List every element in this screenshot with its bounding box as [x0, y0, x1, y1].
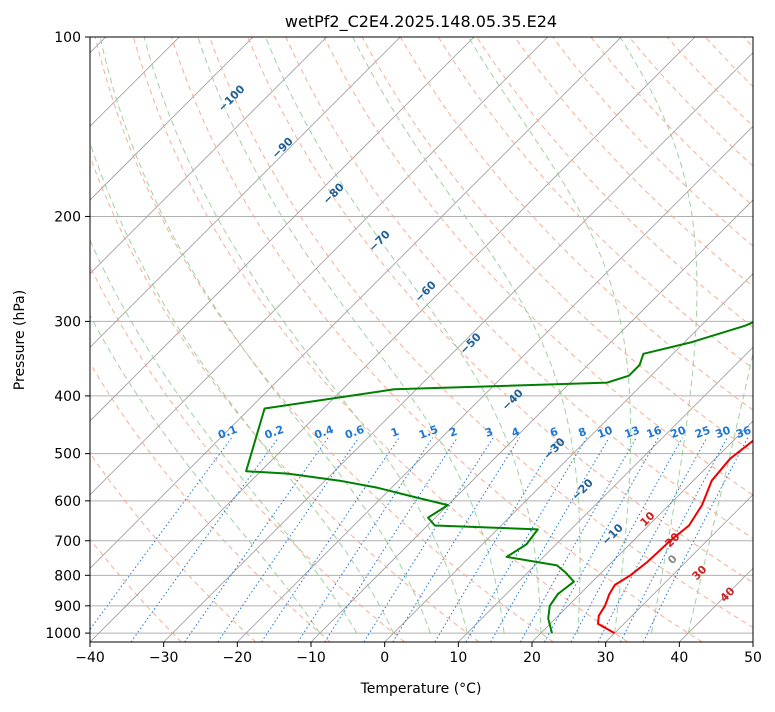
y-axis-label: Pressure (hPa) — [12, 290, 28, 390]
y-tick-label: 500 — [54, 447, 81, 463]
x-tick-label: 50 — [744, 650, 762, 666]
x-axis-label: Temperature (°C) — [360, 681, 482, 697]
x-tick-label: −20 — [223, 650, 253, 666]
x-tick-label: −40 — [75, 650, 105, 666]
x-tick-label: −30 — [149, 650, 179, 666]
y-tick-label: 400 — [54, 389, 81, 405]
x-tick-label: −10 — [296, 650, 326, 666]
chart-title: wetPf2_C2E4.2025.148.05.35.E24 — [285, 12, 557, 32]
y-tick-label: 600 — [54, 494, 81, 510]
x-tick-label: 40 — [670, 650, 688, 666]
y-tick-label: 100 — [54, 30, 81, 46]
y-tick-label: 700 — [54, 534, 81, 550]
y-tick-label: 200 — [54, 209, 81, 225]
y-tick-label: 1000 — [45, 626, 81, 642]
y-tick-label: 900 — [54, 599, 81, 615]
x-tick-label: 20 — [523, 650, 541, 666]
y-tick-label: 300 — [54, 314, 81, 330]
x-tick-label: 0 — [380, 650, 389, 666]
x-tick-label: 10 — [449, 650, 467, 666]
x-tick-label: 30 — [597, 650, 615, 666]
y-tick-label: 800 — [54, 568, 81, 584]
